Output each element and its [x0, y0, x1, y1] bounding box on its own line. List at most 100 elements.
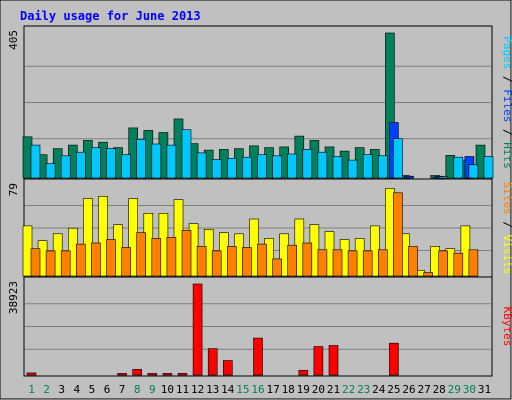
legend-item-kbytes: KBytes: [501, 307, 512, 347]
bar-pages-day-23: [362, 154, 373, 179]
bar-pages-day-15: [242, 156, 252, 179]
bar-sites-day-26: [408, 246, 418, 277]
legend-item-files: Files: [501, 89, 512, 122]
bar-kbytes-day-10: [162, 373, 173, 376]
bar-pages-day-2: [45, 163, 56, 179]
legend-item-pages: Pages: [501, 36, 512, 69]
bar-sites-day-15: [242, 247, 252, 277]
bar-sites-day-24: [377, 249, 388, 277]
panel-2-legend: Sites / Visits: [501, 182, 512, 275]
x-tick-label-day-5: 5: [89, 383, 96, 396]
legend-item-sites: Sites: [501, 182, 512, 215]
bar-kbytes-day-25: [389, 342, 399, 376]
bar-sites-day-7: [121, 247, 131, 277]
bar-hits-day-1: [22, 136, 33, 179]
x-tick-label-day-16: 16: [251, 383, 264, 396]
bar-sites-day-11: [181, 230, 192, 277]
bar-pages-day-24: [377, 155, 388, 179]
x-tick-label-day-1: 1: [28, 383, 35, 396]
bar-sites-day-27: [423, 272, 433, 277]
bar-sites-day-10: [166, 237, 177, 277]
bar-sites-day-2: [45, 250, 56, 277]
bar-sites-day-13: [211, 250, 222, 277]
bar-pages-day-18: [287, 153, 298, 179]
bar-kbytes-day-12: [192, 283, 203, 376]
bar-sites-day-3: [60, 250, 71, 277]
bar-sites-day-19: [302, 242, 313, 277]
bar-pages-day-29: [453, 156, 464, 179]
bar-pages-day-17: [272, 155, 282, 179]
bar-sites-day-23: [362, 250, 373, 277]
legend-separator: /: [501, 122, 512, 142]
x-tick-label-day-31: 31: [478, 383, 491, 396]
panel-3-legend: KBytes: [501, 307, 512, 347]
x-tick-label-day-23: 23: [357, 383, 370, 396]
bar-sites-day-21: [332, 249, 343, 277]
bar-pages-day-8: [136, 139, 146, 179]
bar-pages-day-19: [302, 149, 313, 179]
bar-sites-day-1: [30, 248, 41, 277]
bar-sites-day-14: [227, 246, 237, 277]
x-tick-label-day-22: 22: [342, 383, 355, 396]
x-tick-label-day-11: 11: [176, 383, 189, 396]
x-tick-label-day-18: 18: [282, 383, 295, 396]
legend-item-hits: Hits: [501, 142, 512, 169]
bar-kbytes-day-7: [117, 373, 127, 376]
bar-pages-day-10: [166, 144, 177, 179]
bar-sites-day-18: [287, 244, 298, 277]
bar-sites-day-12: [196, 246, 207, 277]
legend-separator: /: [501, 69, 512, 89]
panel-1-legend: Pages / Files / Hits: [501, 36, 512, 169]
x-tick-label-day-25: 25: [387, 383, 400, 396]
x-tick-label-day-2: 2: [43, 383, 50, 396]
bar-pages-day-28: [438, 176, 449, 179]
x-tick-label-day-10: 10: [161, 383, 174, 396]
x-tick-label-day-29: 29: [448, 383, 461, 396]
bar-kbytes-day-9: [147, 373, 158, 376]
x-tick-label-day-24: 24: [372, 383, 386, 396]
bar-pages-day-6: [106, 148, 116, 179]
bar-pages-day-7: [121, 154, 131, 179]
legend-separator: /: [501, 215, 512, 235]
x-tick-label-day-6: 6: [104, 383, 111, 396]
x-tick-label-day-21: 21: [327, 383, 340, 396]
x-tick-label-day-3: 3: [58, 383, 65, 396]
bar-sites-day-22: [347, 250, 358, 277]
bar-pages-day-25: [393, 138, 403, 179]
x-tick-label-day-30: 30: [463, 383, 476, 396]
bar-pages-day-9: [151, 143, 162, 179]
x-tick-label-day-4: 4: [73, 383, 80, 396]
x-tick-label-day-19: 19: [297, 383, 310, 396]
chart-title: Daily usage for June 2013: [20, 9, 201, 23]
x-tick-label-day-26: 26: [402, 383, 415, 396]
bar-pages-day-1: [30, 144, 41, 179]
bar-pages-day-20: [317, 151, 328, 179]
bar-sites-day-20: [317, 249, 328, 277]
bar-sites-day-28: [438, 250, 449, 277]
bar-visits-day-5: [83, 198, 93, 277]
bar-files-day-26: [404, 175, 414, 179]
x-tick-label-day-17: 17: [266, 383, 279, 396]
bar-pages-day-4: [76, 151, 86, 179]
x-tick-label-day-20: 20: [312, 383, 325, 396]
bar-kbytes-day-11: [177, 373, 188, 376]
bar-hits-day-29: [445, 155, 456, 179]
bar-pages-day-22: [347, 159, 358, 179]
bar-pages-day-5: [91, 147, 101, 179]
x-tick-label-day-12: 12: [191, 383, 204, 396]
bar-kbytes-day-19: [298, 369, 309, 376]
bar-sites-day-16: [257, 243, 267, 277]
bar-pages-day-11: [181, 129, 192, 179]
bar-visits-day-1: [22, 225, 33, 277]
bar-pages-day-21: [332, 156, 343, 179]
x-tick-label-day-14: 14: [221, 383, 235, 396]
bar-kbytes-day-14: [223, 360, 233, 376]
panel-2-ymax-label: 79: [7, 183, 20, 196]
x-tick-label-day-13: 13: [206, 383, 219, 396]
x-tick-label-day-7: 7: [119, 383, 126, 396]
bar-sites-day-5: [91, 242, 101, 277]
x-tick-label-day-28: 28: [433, 383, 446, 396]
bar-sites-day-9: [151, 238, 162, 277]
bar-pages-day-16: [257, 154, 267, 179]
